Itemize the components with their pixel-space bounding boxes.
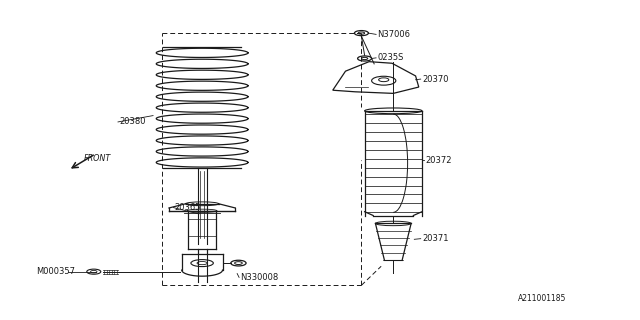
Text: M000357: M000357: [36, 267, 76, 276]
Text: A211001185: A211001185: [518, 294, 566, 303]
Text: 20371: 20371: [422, 234, 449, 243]
Text: 20372: 20372: [425, 156, 452, 164]
Text: 20365: 20365: [175, 203, 201, 212]
Text: 20370: 20370: [422, 75, 449, 84]
Text: 0235S: 0235S: [378, 53, 404, 62]
Text: N330008: N330008: [241, 273, 278, 282]
Text: N37006: N37006: [378, 30, 410, 39]
Text: FRONT: FRONT: [84, 154, 111, 163]
Text: 20380: 20380: [119, 117, 146, 126]
